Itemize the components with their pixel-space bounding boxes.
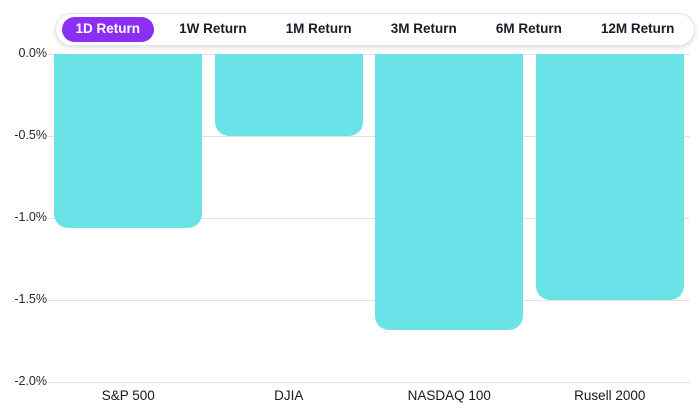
tab-1d-return[interactable]: 1D Return	[61, 17, 155, 42]
bar-djia[interactable]	[214, 54, 363, 136]
gridline	[48, 135, 690, 137]
x-axis-category-label: NASDAQ 100	[407, 388, 491, 403]
bar-rusell-2000[interactable]	[535, 54, 684, 300]
x-axis-category-label: Rusell 2000	[574, 388, 646, 403]
gridline	[48, 299, 690, 301]
gridline	[48, 53, 690, 55]
x-axis-category-label: DJIA	[274, 388, 304, 403]
tab-1w-return[interactable]: 1W Return	[165, 17, 261, 42]
y-axis-tick-label: 0.0%	[18, 46, 48, 60]
return-period-tabbar: 1D Return 1W Return 1M Return 3M Return …	[55, 13, 695, 46]
y-axis-tick-label: -2.0%	[14, 374, 47, 388]
bar-nasdaq-100[interactable]	[375, 54, 524, 330]
x-axis-category-label: S&P 500	[101, 388, 155, 403]
y-axis-tick-label: -0.5%	[14, 128, 47, 142]
tab-6m-return[interactable]: 6M Return	[482, 17, 576, 42]
tab-12m-return[interactable]: 12M Return	[587, 17, 689, 42]
tab-3m-return[interactable]: 3M Return	[377, 17, 471, 42]
y-axis-tick-label: -1.5%	[14, 292, 47, 306]
gridline	[48, 217, 690, 219]
y-axis-tick-label: -1.0%	[14, 210, 47, 224]
gridline	[48, 381, 690, 383]
bar-s-p-500[interactable]	[54, 54, 203, 228]
tab-1m-return[interactable]: 1M Return	[272, 17, 366, 42]
